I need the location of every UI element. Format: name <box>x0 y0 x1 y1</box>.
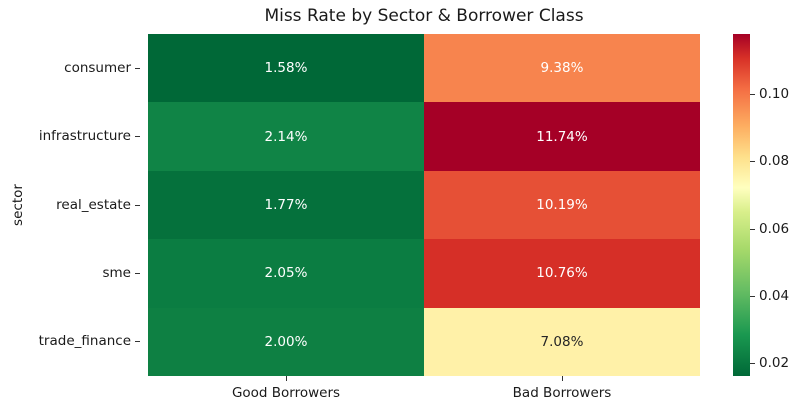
y-tick-label: sme <box>103 265 141 281</box>
x-tick-mark <box>562 376 563 381</box>
heatmap-cell: 1.77% <box>148 170 424 240</box>
heatmap-grid: 1.58% 9.38% 2.14% 11.74% 1.77% 10.19% 2.… <box>148 34 700 376</box>
heatmap-cell: 2.00% <box>148 307 424 376</box>
y-tick-label: infrastructure <box>39 128 140 144</box>
x-tick-label: Bad Borrowers <box>512 385 612 401</box>
heatmap-cell: 2.14% <box>148 102 424 171</box>
y-axis-label: sector <box>10 184 26 226</box>
x-tick-label: Good Borrowers <box>231 385 341 401</box>
colorbar-tick-label: 0.06 <box>750 221 789 237</box>
chart-title: Miss Rate by Sector & Borrower Class <box>264 6 584 26</box>
colorbar-tick-label: 0.02 <box>750 355 789 371</box>
colorbar-tick-label: 0.08 <box>750 153 789 169</box>
colorbar <box>733 34 750 376</box>
heatmap-cell: 9.38% <box>424 34 700 103</box>
colorbar-tick-label: 0.04 <box>750 288 789 304</box>
colorbar-tick-label: 0.10 <box>750 86 789 102</box>
heatmap-cell: 2.05% <box>148 239 424 308</box>
y-tick-label: real_estate <box>56 197 140 213</box>
heatmap-cell: 7.08% <box>424 307 700 376</box>
y-tick-label: trade_finance <box>39 333 140 349</box>
heatmap-cell: 10.76% <box>424 239 700 308</box>
heatmap-cell: 1.58% <box>148 34 424 103</box>
heatmap-cell: 11.74% <box>424 102 700 171</box>
heatmap-cell: 10.19% <box>424 170 700 240</box>
x-tick-mark <box>286 376 287 381</box>
y-tick-label: consumer <box>64 60 140 76</box>
